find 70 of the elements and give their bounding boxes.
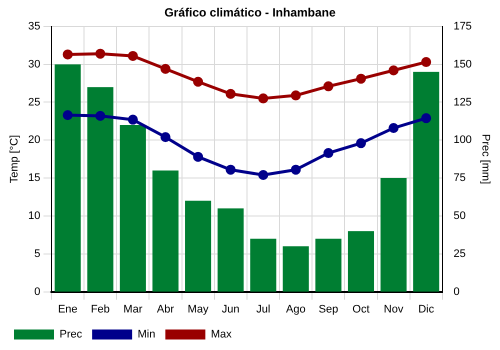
bar xyxy=(380,178,407,292)
bar xyxy=(413,72,440,292)
y2-tick-label: 175 xyxy=(453,20,472,32)
point xyxy=(193,152,204,162)
point xyxy=(290,164,301,175)
y-tick-label: 20 xyxy=(28,134,40,146)
point xyxy=(258,93,268,104)
y2-tick-label: 25 xyxy=(453,248,466,260)
x-tick-label: Mar xyxy=(123,303,143,316)
point xyxy=(226,164,236,175)
bar xyxy=(218,208,244,292)
point xyxy=(356,138,366,148)
x-tick-label: Feb xyxy=(90,303,110,316)
y2-axis-title: Prec [mm] xyxy=(479,134,492,184)
point xyxy=(388,123,399,134)
point xyxy=(388,65,399,76)
point xyxy=(323,81,334,92)
bar xyxy=(152,170,179,292)
x-tick-label: Sep xyxy=(318,303,338,316)
y-tick-label: 5 xyxy=(34,248,40,260)
point xyxy=(193,76,204,87)
point xyxy=(128,50,138,61)
bar xyxy=(54,64,81,292)
y2-tick-label: 125 xyxy=(453,96,472,108)
y-tick-label: 35 xyxy=(28,20,40,32)
point xyxy=(226,88,236,99)
point xyxy=(62,110,73,120)
y-axis-title: Temp [°C] xyxy=(8,134,21,184)
point xyxy=(323,148,334,158)
y-tick-label: 0 xyxy=(34,286,40,298)
bar xyxy=(250,238,276,292)
point xyxy=(356,74,366,84)
point xyxy=(62,49,73,60)
bar xyxy=(185,200,212,292)
chart-title: Gráfico climático - Inhambane xyxy=(164,6,336,20)
y-tick-label: 25 xyxy=(28,96,40,108)
bar xyxy=(282,246,309,292)
legend-label: Prec xyxy=(60,328,83,341)
x-tick-label: Jun xyxy=(222,303,240,316)
y-tick-label: 10 xyxy=(28,210,40,222)
point xyxy=(421,113,432,124)
bar xyxy=(315,238,342,292)
x-tick-label: May xyxy=(188,303,209,316)
x-tick-label: Ago xyxy=(286,303,306,316)
bar xyxy=(348,231,374,292)
bar xyxy=(87,87,114,292)
point xyxy=(290,90,301,100)
x-tick-label: Ene xyxy=(58,303,78,316)
y-tick-label: 30 xyxy=(28,58,40,70)
point xyxy=(258,170,268,180)
x-tick-label: Nov xyxy=(384,303,404,316)
y2-tick-label: 75 xyxy=(453,172,466,184)
point xyxy=(128,114,138,125)
point xyxy=(95,110,106,121)
point xyxy=(421,57,432,68)
y2-tick-label: 50 xyxy=(453,210,466,222)
legend-label: Max xyxy=(210,328,232,341)
y2-tick-label: 100 xyxy=(453,134,472,146)
legend-label: Min xyxy=(138,328,156,341)
point xyxy=(160,132,170,142)
y2-tick-label: 0 xyxy=(453,286,460,298)
x-tick-label: Jul xyxy=(256,303,270,316)
y2-tick-label: 150 xyxy=(453,58,472,70)
point xyxy=(95,48,106,59)
x-tick-label: Abr xyxy=(156,303,174,316)
x-tick-label: Oct xyxy=(352,303,370,316)
bar xyxy=(120,124,146,292)
y-tick-label: 15 xyxy=(28,172,40,184)
point xyxy=(160,64,170,74)
x-tick-label: Dic xyxy=(418,303,435,316)
